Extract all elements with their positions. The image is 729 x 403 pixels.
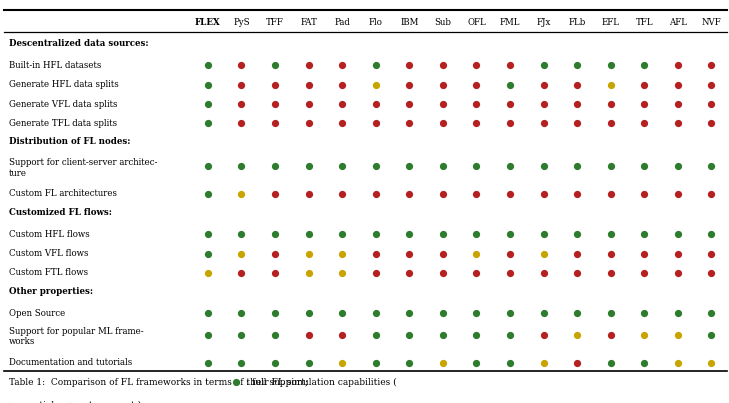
Text: Distribution of FL nodes:: Distribution of FL nodes: — [9, 137, 130, 146]
Text: ture: ture — [9, 168, 27, 178]
Text: FML: FML — [500, 18, 521, 27]
Text: TFF: TFF — [266, 18, 284, 27]
Text: Sub: Sub — [434, 18, 451, 27]
Text: FLEX: FLEX — [195, 18, 221, 27]
Text: : partial support;: : partial support; — [18, 401, 95, 403]
Text: Custom VFL flows: Custom VFL flows — [9, 249, 88, 258]
Text: AFL: AFL — [669, 18, 687, 27]
Text: : no support;).: : no support;). — [79, 401, 144, 403]
Text: NVF: NVF — [701, 18, 722, 27]
Text: Pad: Pad — [334, 18, 350, 27]
Text: : full support;: : full support; — [246, 378, 308, 387]
Text: Support for client-server architec-: Support for client-server architec- — [9, 158, 157, 167]
Text: Generate TFL data splits: Generate TFL data splits — [9, 119, 117, 128]
Text: Descentralized data sources:: Descentralized data sources: — [9, 39, 149, 48]
Text: TFL: TFL — [636, 18, 653, 27]
Text: Generate VFL data splits: Generate VFL data splits — [9, 100, 117, 108]
Text: PyS: PyS — [233, 18, 249, 27]
Text: Flo: Flo — [369, 18, 383, 27]
Text: FJx: FJx — [537, 18, 551, 27]
Text: OFL: OFL — [467, 18, 486, 27]
Text: works: works — [9, 337, 35, 347]
Text: Custom FL architectures: Custom FL architectures — [9, 189, 117, 198]
Text: Documentation and tutorials: Documentation and tutorials — [9, 358, 132, 367]
Text: Generate HFL data splits: Generate HFL data splits — [9, 80, 119, 89]
Text: Other properties:: Other properties: — [9, 287, 93, 296]
Text: Custom FTL flows: Custom FTL flows — [9, 268, 88, 277]
Text: Built-in HFL datasets: Built-in HFL datasets — [9, 61, 101, 70]
Text: FAT: FAT — [300, 18, 317, 27]
Text: FLb: FLb — [569, 18, 586, 27]
Text: Support for popular ML frame-: Support for popular ML frame- — [9, 326, 144, 336]
Text: Custom HFL flows: Custom HFL flows — [9, 230, 90, 239]
Text: IBM: IBM — [400, 18, 418, 27]
Text: Open Source: Open Source — [9, 309, 65, 318]
Text: Table 1:  Comparison of FL frameworks in terms of their FL simulation capabiliti: Table 1: Comparison of FL frameworks in … — [9, 378, 397, 387]
Text: EFL: EFL — [601, 18, 620, 27]
Text: Customized FL flows:: Customized FL flows: — [9, 208, 112, 217]
